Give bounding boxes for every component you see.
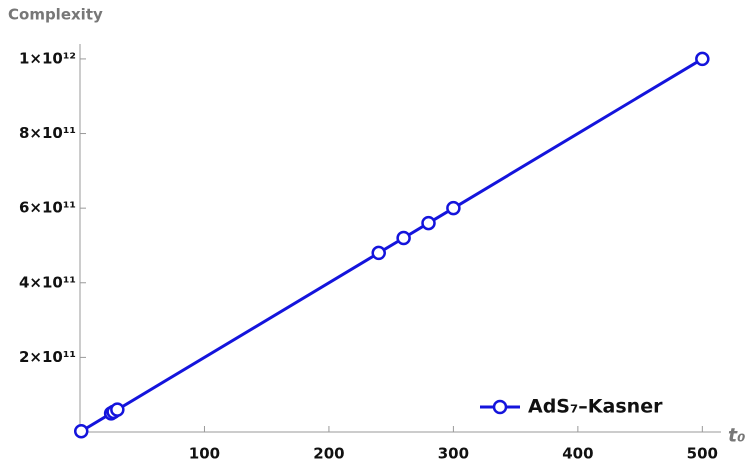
x-tick-label: 100 [189,445,220,463]
data-point [695,51,710,67]
y-tick-label: 4×10¹¹ [19,273,76,291]
x-tick-label: 300 [438,445,469,463]
data-point [110,402,125,417]
x-axis-label: t₀ [728,425,745,447]
data-point [73,424,89,439]
y-tick-label: 6×10¹¹ [19,199,76,217]
legend-marker [492,399,508,415]
series-line [80,57,704,433]
data-point [371,245,386,261]
x-tick-label: 200 [313,445,344,463]
y-tick-label: 2×10¹¹ [19,348,76,366]
data-point [396,230,411,246]
data-point [421,215,436,231]
y-axis-label: Complexity [8,6,103,24]
x-tick-label: 500 [687,445,718,463]
x-tick-label: 400 [562,445,593,463]
y-tick-label: 8×10¹¹ [19,124,76,142]
y-tick-label: 1×10¹² [19,49,76,67]
data-point [446,200,461,216]
legend-label: AdS₇–Kasner [528,396,663,418]
